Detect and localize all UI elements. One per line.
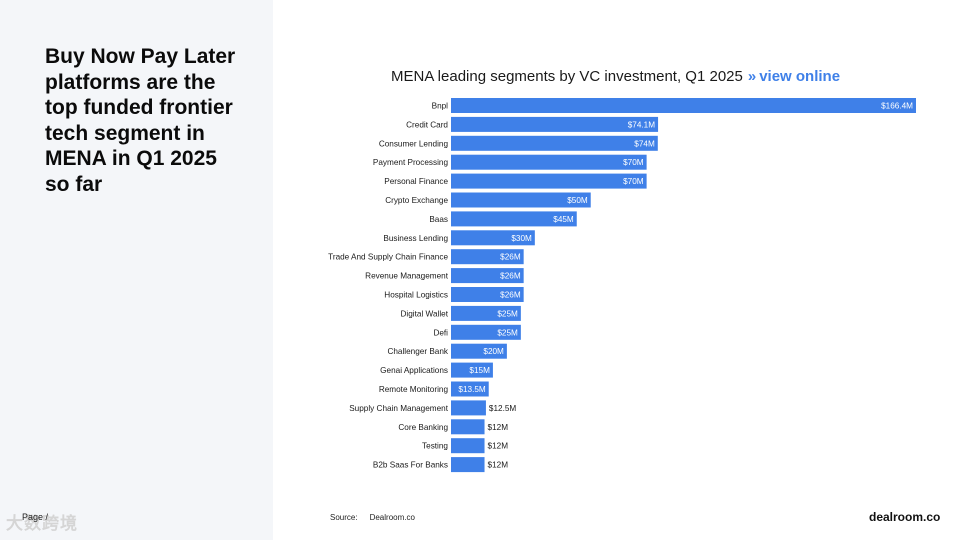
- bar: [451, 381, 489, 397]
- category-label: Hospital Logistics: [384, 291, 448, 300]
- value-label: $74.1M: [628, 120, 655, 129]
- bar: [451, 211, 577, 227]
- value-label: $12M: [488, 423, 509, 432]
- category-label: Digital Wallet: [401, 309, 449, 318]
- value-label: $12.5M: [489, 404, 516, 413]
- bar: [451, 324, 521, 340]
- source: Source: Dealroom.co: [330, 513, 415, 522]
- source-value: Dealroom.co: [369, 513, 415, 522]
- bar: [451, 154, 647, 170]
- category-label: Supply Chain Management: [349, 404, 448, 413]
- bar: [451, 98, 916, 113]
- value-label: $166.4M: [881, 102, 913, 111]
- bar: [451, 457, 485, 473]
- value-label: $70M: [623, 158, 644, 167]
- value-label: $26M: [500, 291, 521, 300]
- left-panel: Buy Now Pay Later platforms are the top …: [0, 0, 273, 540]
- chart-title: MENA leading segments by VC investment, …: [391, 68, 743, 85]
- brand-logo: dealroom.co: [869, 510, 941, 524]
- bar: [451, 343, 507, 359]
- value-label: $25M: [497, 328, 518, 337]
- bar: [451, 230, 535, 246]
- category-label: Trade And Supply Chain Finance: [328, 253, 448, 262]
- category-label: Remote Monitoring: [379, 385, 449, 394]
- category-label: Personal Finance: [384, 177, 448, 186]
- bar: [451, 173, 647, 189]
- bar: [451, 305, 521, 321]
- bar: [451, 362, 493, 378]
- view-online-link[interactable]: view online: [759, 68, 841, 85]
- value-label: $20M: [483, 347, 504, 356]
- value-label: $50M: [567, 196, 588, 205]
- category-label: Genai Applications: [380, 366, 448, 375]
- bar: [451, 438, 485, 454]
- category-label: Bnpl: [432, 102, 449, 111]
- category-label: Crypto Exchange: [385, 196, 448, 205]
- chevron-right-icon: »: [747, 68, 757, 85]
- bar: [451, 400, 486, 416]
- category-label: Consumer Lending: [379, 139, 449, 148]
- category-label: Credit Card: [406, 120, 448, 129]
- category-label: Defi: [433, 328, 448, 337]
- value-label: $13.5M: [458, 385, 485, 394]
- bar: [451, 249, 524, 265]
- page-label: Page /: [22, 512, 49, 522]
- category-label: Payment Processing: [373, 158, 449, 167]
- watermark: 大数跨境: [6, 514, 78, 533]
- chart-title-row: MENA leading segments by VC investment, …: [391, 68, 840, 85]
- category-label: Challenger Bank: [387, 347, 448, 356]
- value-label: $25M: [497, 309, 518, 318]
- category-label: B2b Saas For Banks: [373, 461, 448, 470]
- headline: Buy Now Pay Later platforms are the top …: [45, 45, 236, 196]
- bar: [451, 268, 524, 284]
- category-label: Revenue Management: [365, 272, 449, 281]
- value-label: $15M: [469, 366, 490, 375]
- value-label: $12M: [488, 442, 509, 451]
- bar: [451, 192, 591, 208]
- category-label: Testing: [422, 442, 448, 451]
- category-label: Core Banking: [398, 423, 448, 432]
- value-label: $12M: [488, 461, 509, 470]
- category-label: Baas: [429, 215, 448, 224]
- value-label: $45M: [553, 215, 574, 224]
- value-label: $26M: [500, 253, 521, 262]
- source-label: Source:: [330, 513, 358, 522]
- bar: [451, 135, 658, 151]
- value-label: $30M: [511, 234, 532, 243]
- bar: [451, 419, 485, 435]
- bar: [451, 287, 524, 302]
- bar: [451, 116, 659, 132]
- value-label: $26M: [500, 272, 521, 281]
- value-label: $70M: [623, 177, 644, 186]
- value-label: $74M: [634, 139, 655, 148]
- category-label: Business Lending: [383, 234, 448, 243]
